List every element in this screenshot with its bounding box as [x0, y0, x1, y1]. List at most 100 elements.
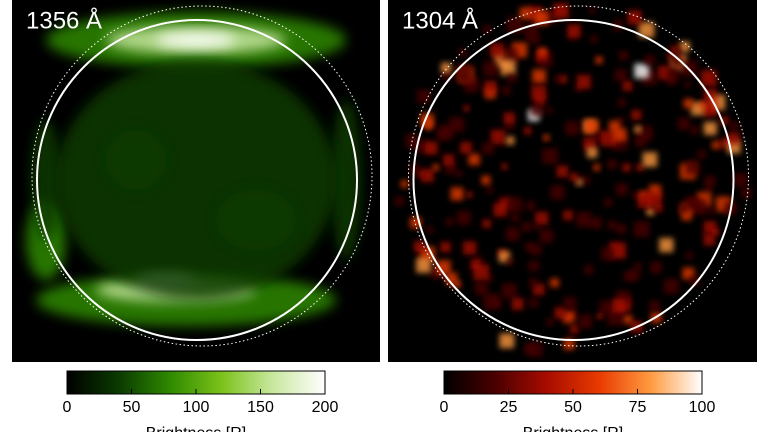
emission-pixel [545, 11, 557, 24]
emission-pixel [481, 175, 491, 185]
emission-pixel [501, 47, 518, 64]
emission-pixel [690, 125, 700, 135]
emission-pixel [614, 69, 627, 82]
emission-pixel [618, 50, 629, 61]
emission-pixel [631, 191, 639, 199]
emission-pixel [443, 154, 455, 166]
emission-pixel [529, 298, 539, 308]
emission-pixel [546, 318, 554, 326]
emission-pixel [683, 98, 694, 109]
emission-pixel [704, 184, 713, 192]
emission-pixel [590, 35, 598, 43]
colorbar-tick-label: 150 [247, 399, 274, 416]
emission-pixel [682, 267, 695, 280]
emission-pixel [635, 136, 647, 148]
emission-pixel [474, 281, 488, 295]
emission-pixel [483, 25, 492, 34]
emission-pixel [637, 125, 653, 141]
emission-pixel [501, 163, 508, 170]
emission-pixel [703, 233, 715, 246]
emission-pixel [505, 227, 520, 241]
emission-pixel [642, 152, 658, 167]
emission-pixel [611, 299, 625, 313]
emission-pixel [563, 210, 573, 221]
emission-pixel [678, 203, 689, 214]
emission-pixel [681, 210, 692, 221]
emission-pixel [511, 213, 520, 223]
emission-pixel [644, 55, 655, 66]
emission-pixel [416, 258, 431, 273]
emission-pixel [703, 121, 717, 135]
emission-pixel [689, 275, 700, 286]
panel-title: 1304 Å [402, 6, 478, 34]
emission-pixel [459, 75, 467, 84]
emission-pixel [521, 222, 532, 232]
emission-pixel [697, 150, 706, 159]
emission-pixel [441, 70, 452, 81]
emission-pixel [458, 48, 467, 57]
emission-pixel [440, 242, 451, 253]
emission-pixel [550, 185, 565, 200]
emission-pixel [486, 186, 494, 194]
emission-pixel [609, 120, 620, 132]
emission-pixel [727, 132, 740, 145]
emission-pixel [659, 238, 674, 253]
emission-pixel [702, 101, 717, 117]
emission-pixel [546, 107, 553, 114]
emission-pixel [670, 45, 680, 54]
emission-pixel [490, 129, 506, 145]
emission-pixel [567, 24, 581, 38]
emission-pixel [534, 96, 545, 106]
emission-pixel [525, 242, 534, 252]
emission-pixel [410, 216, 422, 229]
colorbar-tick-label: 25 [500, 399, 518, 416]
limb-circle-dotted [408, 5, 749, 347]
colorbar-tick-label: 0 [440, 399, 449, 416]
emission-pixel [524, 127, 532, 135]
emission-pixel [613, 128, 627, 142]
emission-pixel [616, 223, 626, 234]
emission-pixel [663, 278, 679, 294]
emission-pixel [543, 134, 550, 141]
emission-pixel [646, 207, 655, 216]
emission-pixel [730, 121, 739, 131]
emission-pixel [483, 293, 500, 310]
emission-pixel [616, 116, 625, 125]
emission-pixel [436, 260, 451, 275]
emission-pixel [704, 175, 716, 187]
colorbar-label: Brightness [R] [146, 425, 246, 432]
emission-pixel [498, 251, 510, 263]
emission-pixel [556, 165, 569, 178]
panel-title: 1356 Å [26, 6, 102, 34]
emission-blob [156, 32, 236, 48]
emission-pixel [574, 173, 582, 181]
emission-pixel [650, 261, 662, 274]
emission-pixel [460, 142, 472, 154]
emission-pixel [487, 275, 494, 282]
emission-pixel [463, 105, 470, 112]
emission-pixel [531, 85, 547, 101]
emission-pixel [733, 173, 748, 187]
emission-pixel [532, 69, 546, 84]
emission-pixel [712, 141, 720, 149]
emission-pixel [490, 43, 504, 58]
emission-pixel [473, 264, 490, 280]
emission-pixel [530, 244, 542, 256]
emission-pixel [594, 131, 606, 143]
emission-blob [331, 100, 361, 260]
emission-pixel [542, 148, 558, 164]
emission-pixel [685, 160, 700, 175]
emission-pixel [649, 184, 661, 197]
colorbar-tick-label: 50 [564, 399, 582, 416]
emission-pixel [468, 153, 480, 166]
emission-pixel [622, 163, 631, 172]
emission-pixel [462, 241, 477, 255]
emission-pixel [699, 102, 706, 109]
emission-pixel [456, 210, 471, 225]
emission-pixel [535, 49, 548, 62]
emission-pixel [622, 81, 633, 91]
emission-pixel [432, 164, 440, 171]
emission-pixel [400, 180, 409, 188]
colorbar-tick-label: 0 [63, 399, 72, 416]
emission-pixel [741, 187, 752, 198]
